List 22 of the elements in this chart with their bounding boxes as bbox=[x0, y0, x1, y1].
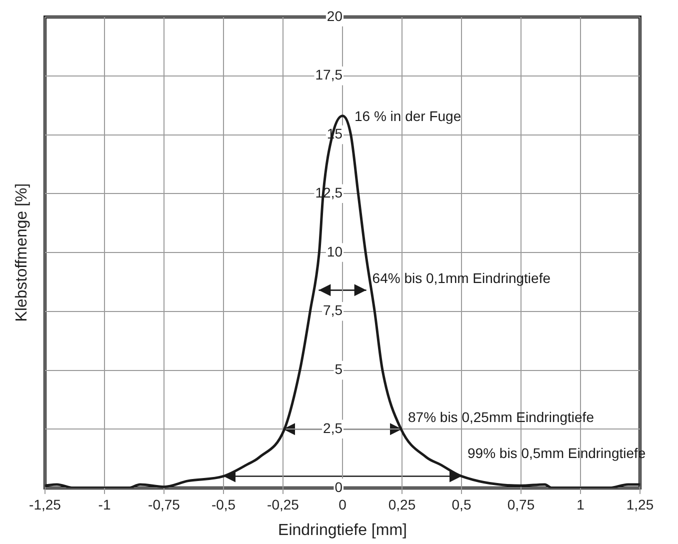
y-axis-title: Klebstoffmenge [%] bbox=[13, 183, 30, 322]
y-tick-label: 0 bbox=[334, 478, 343, 495]
x-tick-label: 1,25 bbox=[626, 496, 654, 512]
x-tick-label: 0,5 bbox=[452, 496, 472, 512]
annotation: 64% bis 0,1mm Eindringtiefe bbox=[372, 270, 551, 286]
y-tick-label: 2,5 bbox=[323, 420, 343, 436]
x-tick-label: 0,25 bbox=[388, 496, 416, 512]
x-tick-label: -0,25 bbox=[267, 496, 300, 512]
y-tick-label: 5 bbox=[334, 361, 343, 378]
annotation: 16 % in der Fuge bbox=[354, 108, 462, 124]
x-tick-label: 0,75 bbox=[507, 496, 535, 512]
x-axis-title: Eindringtiefe [mm] bbox=[278, 522, 407, 539]
y-tick-label: 10 bbox=[326, 243, 343, 260]
x-tick-label: 1 bbox=[576, 496, 585, 512]
x-tick-label: -1 bbox=[98, 496, 111, 512]
y-tick-label: 17,5 bbox=[315, 66, 343, 83]
x-tick-label: -0,75 bbox=[148, 496, 180, 512]
y-tick-label: 7,5 bbox=[323, 302, 343, 318]
x-tick-label: -1,25 bbox=[29, 496, 62, 512]
y-tick-label: 20 bbox=[326, 8, 343, 24]
x-tick-label: -0,5 bbox=[211, 496, 236, 512]
annotation: 87% bis 0,25mm Eindringtiefe bbox=[408, 408, 594, 425]
